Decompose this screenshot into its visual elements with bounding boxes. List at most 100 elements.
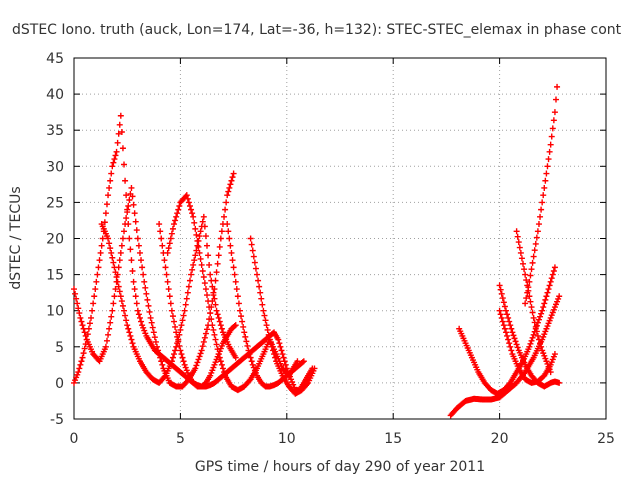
data-series: [247, 235, 318, 397]
data-point: [76, 310, 83, 317]
data-point: [117, 293, 124, 300]
data-point: [76, 365, 83, 372]
y-tick-label: 0: [55, 376, 64, 392]
data-point: [288, 376, 295, 383]
data-point: [126, 196, 133, 203]
data-point: [234, 293, 241, 300]
data-point: [281, 358, 288, 365]
data-point: [125, 325, 132, 332]
data-point: [499, 295, 506, 302]
data-point: [139, 264, 146, 271]
data-point: [144, 296, 151, 303]
data-point: [533, 234, 540, 241]
x-tick-label: 5: [176, 431, 185, 447]
data-point: [133, 227, 140, 234]
y-tick-label: 25: [46, 195, 64, 211]
data-point: [550, 117, 557, 124]
data-point: [205, 252, 212, 259]
data-point: [126, 329, 133, 336]
data-point: [300, 358, 307, 365]
y-axis-label: dSTEC / TECUs: [8, 186, 24, 289]
data-point: [199, 218, 206, 225]
data-point: [136, 314, 143, 321]
data-point: [156, 351, 163, 358]
data-point: [290, 381, 297, 388]
data-point: [190, 261, 197, 268]
data-point: [149, 324, 156, 331]
data-point: [199, 343, 206, 350]
data-point: [534, 228, 541, 235]
data-point: [218, 325, 225, 332]
data-point: [538, 206, 545, 213]
data-point: [502, 329, 509, 336]
data-point: [250, 253, 257, 260]
data-point: [193, 247, 200, 254]
data-point: [177, 326, 184, 333]
data-point: [75, 305, 82, 312]
data-point: [208, 369, 215, 376]
data-point: [221, 213, 228, 220]
y-tick-label: 45: [46, 51, 64, 67]
data-point: [256, 283, 263, 290]
data-point: [210, 364, 217, 371]
data-point: [94, 271, 101, 278]
data-point: [249, 361, 256, 368]
data-point: [213, 356, 220, 363]
data-point: [518, 255, 525, 262]
data-point: [128, 336, 135, 343]
y-tick-label: -5: [50, 412, 64, 428]
data-point: [539, 307, 546, 314]
data-point: [196, 353, 203, 360]
data-point: [527, 272, 534, 279]
data-point: [529, 259, 536, 266]
data-series: [522, 83, 561, 307]
data-point: [204, 326, 210, 333]
data-point: [131, 210, 138, 217]
data-point: [71, 379, 77, 386]
data-point: [496, 282, 503, 289]
data-series: [98, 213, 239, 386]
data-point: [116, 288, 123, 295]
data-point: [123, 192, 130, 199]
data-point: [103, 337, 110, 344]
data-point: [527, 340, 534, 347]
data-point: [106, 184, 113, 191]
x-tick-labels: 0 5 10 15 20 25: [70, 431, 615, 447]
data-point: [168, 307, 175, 314]
data-point: [189, 266, 196, 273]
data-point: [501, 325, 508, 332]
data-point: [210, 326, 217, 333]
data-point: [177, 347, 184, 354]
data-point: [175, 206, 182, 213]
data-point: [140, 324, 147, 331]
data-point: [523, 277, 530, 284]
data-point: [544, 360, 551, 367]
data-point: [191, 257, 198, 264]
data-point: [230, 264, 237, 271]
data-point: [174, 333, 181, 340]
x-axis-label: GPS time / hours of day 290 of year 2011: [195, 459, 485, 475]
data-point: [179, 317, 186, 324]
data-point: [254, 271, 261, 278]
y-tick-label: 40: [46, 87, 64, 103]
data-point: [206, 261, 213, 268]
data-point: [538, 310, 545, 317]
data-point: [110, 259, 117, 266]
data-point: [130, 201, 137, 208]
data-point: [157, 354, 164, 361]
data-point: [138, 318, 145, 325]
data-point: [219, 365, 226, 372]
data-point: [232, 354, 239, 361]
data-point: [276, 340, 283, 347]
data-point: [134, 307, 141, 314]
data-point: [72, 377, 79, 384]
data-point: [267, 340, 274, 347]
data-series: [496, 282, 563, 390]
data-point: [547, 369, 554, 376]
data-point: [198, 347, 205, 354]
data-point: [497, 286, 504, 293]
data-point: [197, 350, 204, 357]
data-point: [181, 307, 188, 314]
data-point: [183, 367, 190, 374]
data-point: [246, 351, 253, 358]
